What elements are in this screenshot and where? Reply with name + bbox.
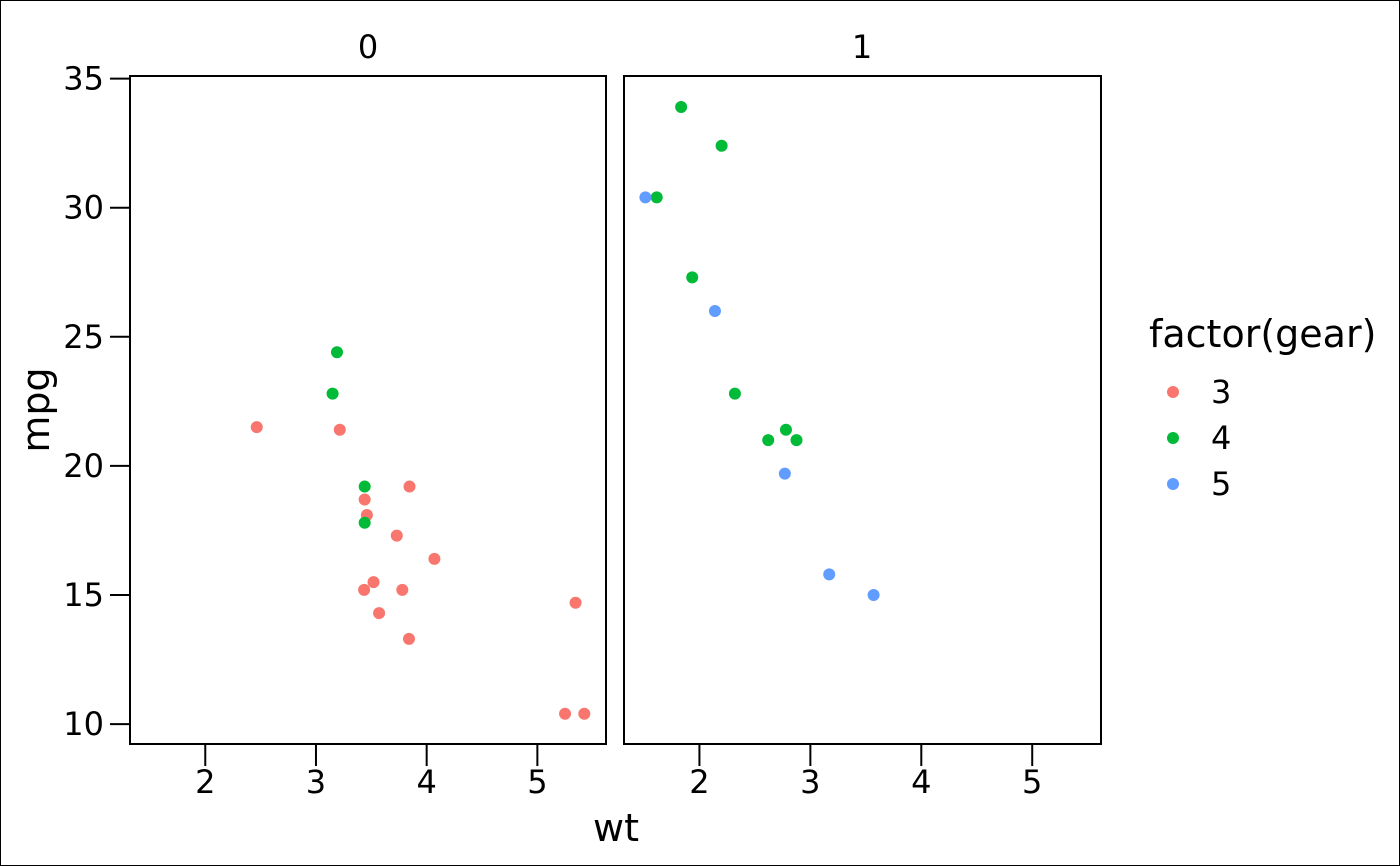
data-point bbox=[333, 423, 346, 436]
y-tick-label: 10 bbox=[63, 705, 104, 743]
data-point bbox=[569, 596, 582, 609]
data-point bbox=[715, 139, 728, 152]
y-tick-label: 20 bbox=[63, 447, 104, 485]
data-point bbox=[358, 480, 371, 493]
data-point bbox=[650, 191, 663, 204]
legend-label: 5 bbox=[1211, 465, 1231, 503]
x-tick-label: 2 bbox=[195, 763, 215, 801]
data-point bbox=[790, 434, 803, 447]
x-tick-label: 3 bbox=[306, 763, 326, 801]
data-point bbox=[728, 387, 741, 400]
x-axis-panel-0: 2 3 4 5 bbox=[195, 744, 548, 801]
panel-frame-1 bbox=[623, 75, 1102, 745]
legend-key bbox=[1167, 432, 1179, 444]
facet-label-1: 1 bbox=[852, 28, 872, 66]
y-axis: 10 15 20 25 30 35 bbox=[63, 60, 130, 743]
data-point bbox=[686, 271, 699, 284]
x-axis-panel-1: 2 3 4 5 bbox=[689, 744, 1042, 801]
legend-label: 4 bbox=[1211, 419, 1231, 457]
legend-key bbox=[1167, 386, 1179, 398]
x-tick-label: 4 bbox=[911, 763, 931, 801]
data-point bbox=[778, 467, 791, 480]
data-point bbox=[358, 493, 371, 506]
legend-key bbox=[1167, 478, 1179, 490]
x-tick-label: 5 bbox=[527, 763, 547, 801]
data-point bbox=[373, 607, 386, 620]
data-point bbox=[358, 583, 371, 596]
data-point bbox=[390, 529, 403, 542]
legend: factor(gear) 3 4 5 bbox=[1149, 312, 1376, 503]
data-point bbox=[326, 387, 339, 400]
data-point bbox=[402, 632, 415, 645]
data-point bbox=[428, 552, 441, 565]
x-tick-label: 4 bbox=[416, 763, 436, 801]
legend-title: factor(gear) bbox=[1149, 312, 1376, 356]
panel-frame-0 bbox=[129, 75, 607, 745]
legend-label: 3 bbox=[1211, 373, 1231, 411]
x-axis-title: wt bbox=[593, 806, 639, 850]
y-tick-label: 35 bbox=[63, 60, 104, 98]
y-tick-label: 30 bbox=[63, 189, 104, 227]
x-tick-label: 3 bbox=[800, 763, 820, 801]
data-point bbox=[358, 516, 371, 529]
data-point bbox=[331, 346, 344, 359]
data-point bbox=[559, 707, 572, 720]
y-axis-title: mpg bbox=[14, 367, 58, 452]
data-point bbox=[250, 421, 263, 434]
data-point bbox=[762, 434, 775, 447]
data-point bbox=[867, 589, 880, 602]
data-point bbox=[823, 568, 836, 581]
y-tick-label: 15 bbox=[63, 576, 104, 614]
data-point bbox=[639, 191, 652, 204]
facet-label-0: 0 bbox=[358, 28, 378, 66]
points-panel-1 bbox=[639, 100, 880, 602]
data-point bbox=[578, 707, 591, 720]
x-tick-label: 5 bbox=[1022, 763, 1042, 801]
data-point bbox=[396, 583, 409, 596]
data-point bbox=[367, 576, 380, 589]
data-point bbox=[403, 480, 416, 493]
points-panel-0 bbox=[250, 346, 591, 720]
x-tick-label: 2 bbox=[689, 763, 709, 801]
data-point bbox=[708, 304, 721, 317]
data-point bbox=[779, 423, 792, 436]
y-tick-label: 25 bbox=[63, 318, 104, 356]
data-point bbox=[675, 100, 688, 113]
